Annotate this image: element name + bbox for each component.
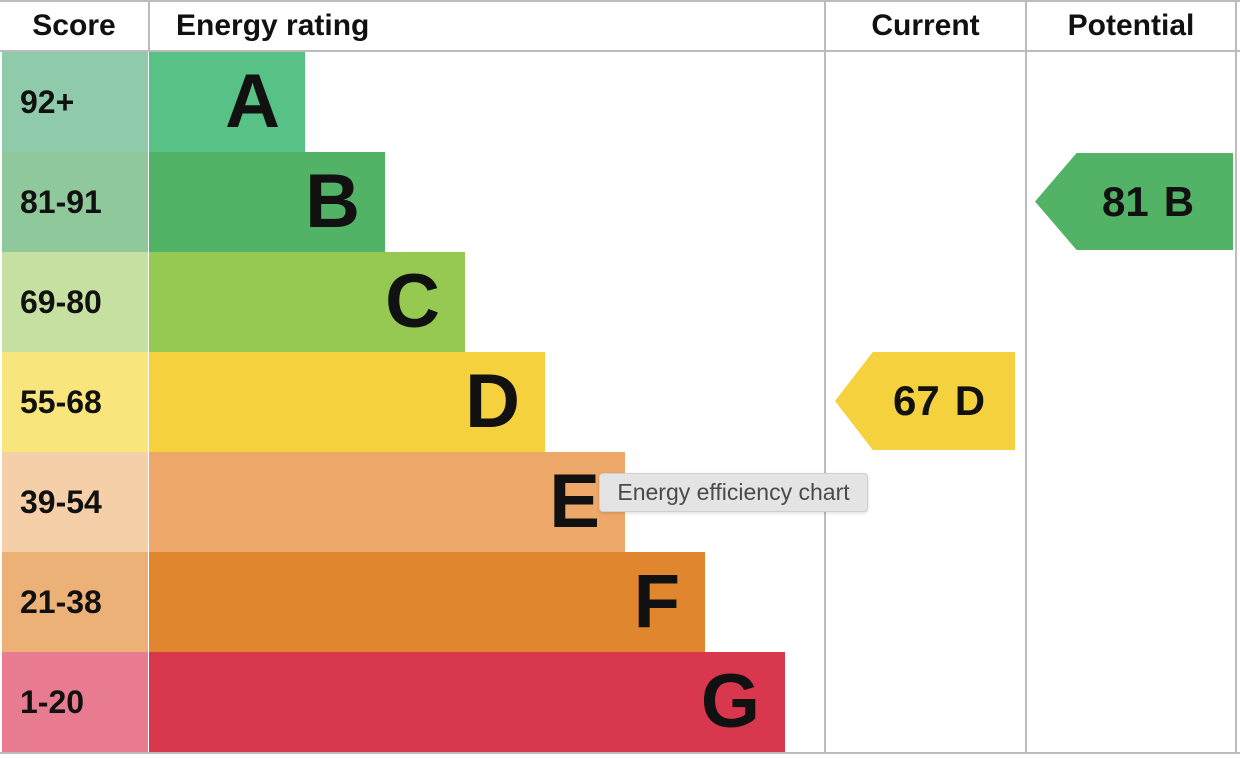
current-score-value: 67 (892, 377, 940, 424)
band-score-range: 39-54 (2, 452, 148, 552)
current-column-header: Current (871, 9, 980, 42)
epc-band-row-c: 69-80 C (0, 252, 1238, 352)
band-score-range: 1-20 (2, 652, 148, 752)
column-divider (1025, 0, 1027, 754)
epc-band-row-f: 21-38 F (0, 552, 1238, 652)
header-underline (0, 50, 1240, 52)
band-bar: C (149, 252, 465, 352)
potential-rating-arrow: 81 B (1035, 153, 1233, 250)
potential-score-value: 81 (1101, 177, 1149, 225)
band-score-range: 92+ (2, 52, 148, 152)
band-score-range: 69-80 (2, 252, 148, 352)
chart-bottom-border (0, 752, 1240, 754)
energy-rating-column-header: Energy rating (176, 9, 370, 42)
epc-band-row-g: 1-20 G (0, 652, 1238, 752)
band-bar: G (149, 652, 785, 752)
band-score-range: 81-91 (2, 152, 148, 252)
column-divider (148, 0, 150, 50)
epc-band-row-a: 92+ A (0, 52, 1238, 152)
band-score-range: 21-38 (2, 552, 148, 652)
column-divider (824, 0, 826, 754)
band-bar: F (149, 552, 705, 652)
chart-top-border (0, 0, 1240, 2)
band-bar: E (149, 452, 625, 552)
tooltip-text: Energy efficiency chart (617, 479, 850, 505)
current-band-letter: D (954, 377, 986, 424)
score-column-header: Score (32, 9, 116, 42)
epc-band-row-b: 81-91 B (0, 152, 1238, 252)
band-bar: A (149, 52, 305, 152)
epc-band-row-e: 39-54 E (0, 452, 1238, 552)
potential-column-header: Potential (1067, 9, 1195, 42)
tooltip: Energy efficiency chart (599, 473, 868, 512)
band-bar: B (149, 152, 385, 252)
band-bar: D (149, 352, 545, 452)
column-divider (1235, 0, 1237, 754)
epc-band-row-d: 55-68 D (0, 352, 1238, 452)
current-rating-arrow: 67 D (835, 352, 1015, 450)
potential-band-letter: B (1163, 177, 1195, 225)
band-score-range: 55-68 (2, 352, 148, 452)
